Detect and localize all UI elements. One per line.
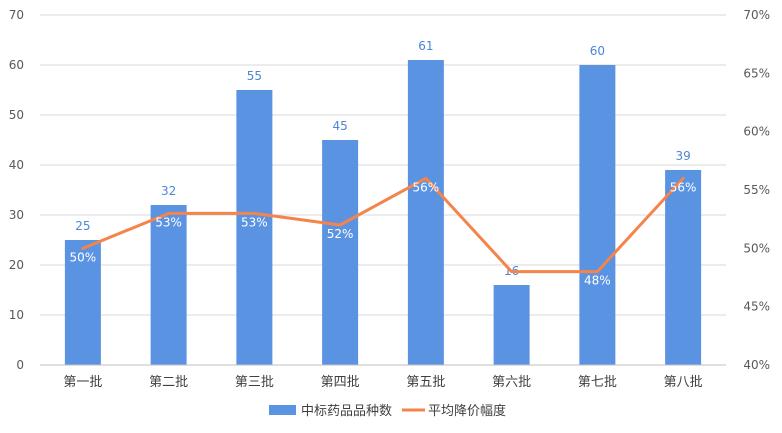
y-left-tick-label: 40	[9, 158, 24, 172]
bar-data-label: 25	[75, 219, 90, 233]
y-left-tick-label: 30	[9, 208, 24, 222]
line-data-labels: 50% 53% 53% 52% 56% 48% 48% 56%	[70, 180, 697, 287]
x-tick-label: 第六批	[492, 375, 531, 390]
line-path	[81, 176, 685, 274]
y-right-tick-label: 45%	[743, 300, 770, 314]
line-data-label: 53%	[155, 215, 182, 229]
bar	[407, 60, 444, 365]
y-left-tick-label: 10	[9, 308, 24, 322]
line-data-label: 48%	[584, 274, 611, 288]
bar-data-label: 39	[675, 149, 690, 163]
x-tick-label: 第三批	[235, 375, 274, 390]
y-left-tick-label: 50	[9, 108, 24, 122]
y-right-tick-label: 60%	[743, 125, 770, 139]
bar	[665, 170, 702, 365]
line-data-label: 56%	[413, 180, 440, 194]
y-left-tick-label: 70	[9, 8, 24, 22]
line-data-label: 56%	[670, 180, 697, 194]
bar	[579, 65, 616, 365]
y-left-tick-label: 20	[9, 258, 24, 272]
y-right-tick-label: 70%	[743, 8, 770, 22]
y-left-tick-label: 0	[16, 358, 24, 372]
legend-bar-swatch	[269, 405, 296, 415]
line-data-label: 48%	[498, 274, 525, 288]
line-series	[81, 176, 685, 274]
y-left-tick-label: 60	[9, 58, 24, 72]
line-data-label: 53%	[241, 215, 268, 229]
legend-line-label: 平均降价幅度	[428, 403, 506, 419]
legend-bar-label: 中标药品品种数	[301, 404, 392, 419]
gridlines	[40, 14, 726, 316]
line-data-label: 50%	[70, 250, 97, 264]
bar	[150, 205, 187, 365]
x-axis: 第一批 第二批 第三批 第四批 第五批 第六批 第七批 第八批	[40, 364, 726, 390]
bar	[236, 90, 273, 365]
y-axis-left: 0 10 20 30 40 50 60 70	[9, 8, 24, 372]
bar-data-label: 45	[332, 119, 347, 133]
bar-data-label: 32	[161, 184, 176, 198]
y-right-tick-label: 40%	[743, 358, 770, 372]
bar	[493, 285, 530, 365]
y-axis-right: 40% 45% 50% 55% 60% 65% 70%	[743, 8, 770, 372]
y-right-tick-label: 55%	[743, 183, 770, 197]
line-data-label: 52%	[327, 227, 354, 241]
x-tick-label: 第八批	[664, 375, 703, 390]
x-tick-label: 第七批	[578, 375, 617, 390]
bar-data-label: 60	[590, 44, 605, 58]
y-right-tick-label: 65%	[743, 66, 770, 80]
x-tick-label: 第五批	[406, 375, 445, 390]
x-tick-label: 第四批	[321, 375, 360, 390]
bar-series	[64, 60, 702, 365]
bar	[322, 140, 359, 365]
bar-data-label: 55	[247, 69, 262, 83]
y-right-tick-label: 50%	[743, 241, 770, 255]
x-tick-label: 第一批	[63, 375, 102, 390]
legend: 中标药品品种数 平均降价幅度	[269, 403, 506, 419]
bar	[64, 240, 101, 365]
bar-data-label: 61	[418, 39, 433, 53]
x-tick-label: 第二批	[149, 375, 188, 390]
